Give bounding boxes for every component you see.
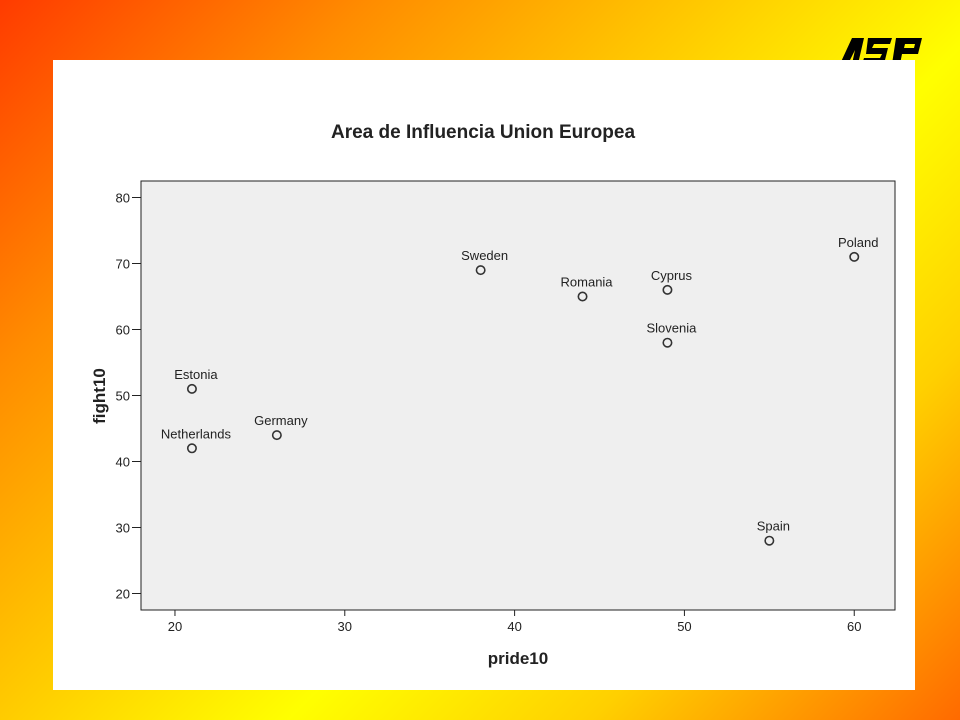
x-axis-label: pride10 — [488, 649, 548, 668]
y-tick-label: 80 — [116, 191, 130, 206]
scatter-point — [764, 535, 775, 546]
scatter-point — [186, 443, 197, 454]
point-label: Romania — [561, 275, 614, 290]
y-tick-label: 30 — [116, 521, 130, 536]
x-tick-label: 40 — [507, 619, 521, 634]
y-tick-label: 20 — [116, 587, 130, 602]
scatter-point — [186, 383, 197, 394]
x-tick-label: 60 — [847, 619, 861, 634]
plot-area — [140, 180, 896, 611]
asp-logo — [840, 38, 922, 64]
x-tick-label: 50 — [677, 619, 691, 634]
chart-title: Area de Influencia Union Europea — [331, 122, 635, 143]
chart-panel: Area de Influencia Union Europea 20 30 40 5… — [53, 60, 915, 690]
scatter-point — [662, 337, 673, 348]
x-tick-label: 30 — [338, 619, 352, 634]
point-label: Sweden — [461, 248, 508, 263]
scatter-chart: Area de Influencia Union Europea 20 30 40 5… — [90, 122, 896, 668]
point-label: Estonia — [174, 367, 218, 382]
point-label: Slovenia — [647, 321, 698, 336]
x-axis: 20 30 40 50 60 — [168, 610, 861, 634]
y-tick-label: 50 — [116, 389, 130, 404]
y-tick-label: 40 — [116, 455, 130, 470]
scatter-point — [271, 430, 282, 441]
y-tick-label: 60 — [116, 323, 130, 338]
x-tick-label: 20 — [168, 619, 182, 634]
data-points: Netherlands Estonia Germany Sweden Romania Cy… — [161, 235, 878, 546]
y-axis: 20 30 40 50 60 70 80 — [116, 191, 141, 602]
point-label: Spain — [757, 519, 790, 534]
point-label: Poland — [838, 235, 878, 250]
point-label: Germany — [254, 413, 308, 428]
scatter-point — [662, 284, 673, 295]
scatter-point — [849, 251, 860, 262]
y-axis-label: fight10 — [90, 368, 109, 424]
point-label: Netherlands — [161, 426, 232, 441]
point-label: Cyprus — [651, 268, 693, 283]
scatter-point — [475, 265, 486, 276]
scatter-point — [577, 291, 588, 302]
y-tick-label: 70 — [116, 257, 130, 272]
